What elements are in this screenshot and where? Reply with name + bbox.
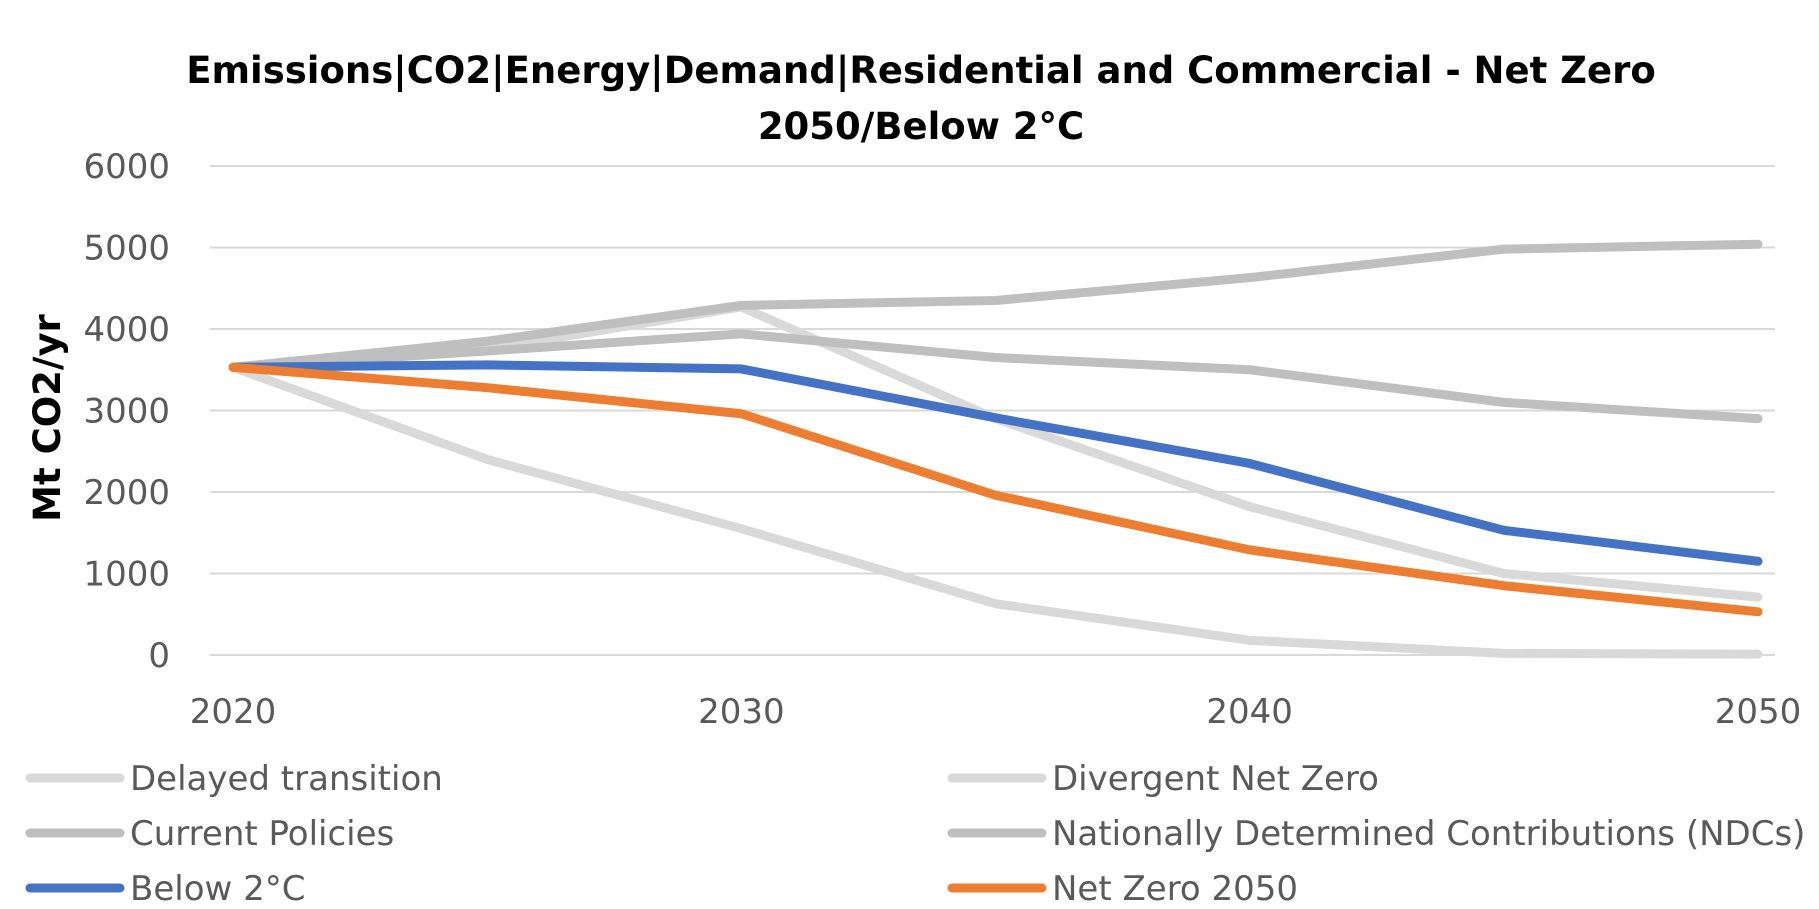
y-tick-label: 1000 [83, 555, 170, 595]
legend-label: Delayed transition [130, 759, 443, 799]
y-axis-label: Mt CO2/yr [26, 313, 69, 521]
x-tick-label: 2030 [698, 692, 785, 732]
legend-label: Net Zero 2050 [1052, 869, 1298, 909]
legend-label: Below 2°C [130, 869, 305, 909]
gridlines [210, 165, 1775, 656]
series-line-4 [228, 329, 1763, 424]
legend-label: Divergent Net Zero [1052, 759, 1379, 799]
y-tick-label: 5000 [83, 229, 170, 269]
y-tick-label: 6000 [83, 147, 170, 187]
y-tick-label: 2000 [83, 473, 170, 513]
y-tick-label: 3000 [83, 392, 170, 432]
series-line-3 [228, 239, 1763, 372]
series-lines [228, 239, 1763, 659]
y-tick-label: 4000 [83, 310, 170, 350]
chart-title-line-2: 2050/Below 2°C [758, 105, 1084, 148]
series-line-1 [228, 362, 1763, 659]
x-tick-label: 2050 [1715, 692, 1802, 732]
chart-title-line-1: Emissions|CO2|Energy|Demand|Residential … [186, 49, 1656, 92]
y-axis-ticks: 0 1000 2000 3000 4000 5000 6000 [83, 147, 170, 676]
y-tick-label: 0 [148, 636, 170, 676]
x-tick-label: 2040 [1206, 692, 1293, 732]
legend-label: Nationally Determined Contributions (NDC… [1052, 814, 1805, 854]
x-tick-label: 2020 [190, 692, 277, 732]
x-axis-ticks: 2020 2030 2040 2050 [190, 692, 1802, 732]
series-line-5 [228, 360, 1763, 566]
legend: Delayed transition Divergent Net Zero Curr… [25, 759, 1805, 909]
legend-label: Current Policies [130, 814, 394, 854]
series-line-6 [228, 362, 1763, 617]
